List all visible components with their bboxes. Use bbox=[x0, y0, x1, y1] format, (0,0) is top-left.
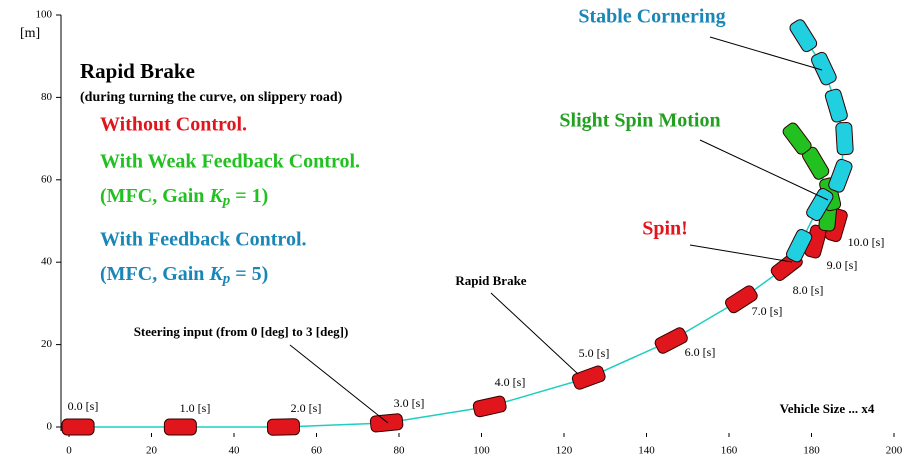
y-label: [m] bbox=[20, 26, 40, 41]
x-tick-label: 140 bbox=[638, 445, 655, 457]
x-tick-label: 60 bbox=[311, 445, 323, 457]
y-tick-label: 100 bbox=[36, 9, 53, 21]
chart-title: Rapid Brake bbox=[80, 59, 195, 83]
car bbox=[810, 51, 838, 87]
y-tick-label: 80 bbox=[41, 91, 53, 103]
y-tick-label: 0 bbox=[47, 421, 53, 433]
annotation: Stable Cornering bbox=[578, 6, 725, 28]
car bbox=[824, 88, 848, 123]
car bbox=[62, 419, 94, 435]
x-tick-label: 40 bbox=[229, 445, 241, 457]
car bbox=[788, 18, 819, 54]
annotation-arrow bbox=[690, 245, 792, 262]
x-tick-label: 180 bbox=[803, 445, 820, 457]
x-tick-label: 100 bbox=[473, 445, 490, 457]
time-label: 5.0 [s] bbox=[579, 346, 610, 360]
time-label: 6.0 [s] bbox=[685, 345, 716, 359]
time-label: 7.0 [s] bbox=[752, 304, 783, 318]
x-tick-label: 20 bbox=[146, 445, 158, 457]
car bbox=[472, 395, 507, 418]
x-tick-label: 200 bbox=[886, 445, 903, 457]
x-tick-label: 120 bbox=[556, 445, 573, 457]
time-label: 10.0 [s] bbox=[848, 235, 885, 249]
annotation: Slight Spin Motion bbox=[559, 110, 720, 132]
car bbox=[370, 413, 403, 432]
y-tick-label: 20 bbox=[41, 338, 53, 350]
car bbox=[267, 419, 299, 436]
time-label: 9.0 [s] bbox=[827, 258, 858, 272]
x-tick-label: 0 bbox=[66, 445, 72, 457]
time-label: 8.0 [s] bbox=[793, 283, 824, 297]
legend-gain: (MFC, Gain Kp = 1) bbox=[100, 185, 268, 210]
gain-suffix: = 5) bbox=[230, 263, 268, 285]
legend-entry: With Weak Feedback Control. bbox=[100, 151, 360, 173]
car bbox=[164, 419, 196, 435]
car bbox=[836, 122, 854, 155]
gain-suffix: = 1) bbox=[230, 185, 268, 207]
legend-entry: With Feedback Control. bbox=[100, 229, 307, 251]
gain-prefix: (MFC, Gain bbox=[100, 185, 209, 207]
annotation: Vehicle Size ... x4 bbox=[780, 401, 875, 416]
x-tick-label: 160 bbox=[721, 445, 738, 457]
gain-sub: p bbox=[221, 193, 231, 209]
car bbox=[827, 158, 853, 194]
y-tick-label: 40 bbox=[41, 256, 53, 268]
annotation-arrow bbox=[491, 293, 578, 374]
chart-subtitle: (during turning the curve, on slippery r… bbox=[80, 90, 343, 105]
chart: [m] Rapid Brake (during turning the curv… bbox=[0, 0, 909, 462]
y-tick-label: 60 bbox=[41, 173, 53, 185]
annotation: Steering input (from 0 [deg] to 3 [deg]) bbox=[134, 324, 349, 339]
time-label: 0.0 [s] bbox=[68, 399, 99, 413]
time-label: 4.0 [s] bbox=[495, 375, 526, 389]
annotation: Rapid Brake bbox=[455, 273, 526, 288]
gain-prefix: (MFC, Gain bbox=[100, 263, 209, 285]
car bbox=[571, 365, 607, 391]
time-label: 2.0 [s] bbox=[291, 401, 322, 415]
time-label: 1.0 [s] bbox=[180, 401, 211, 415]
gain-sub: p bbox=[221, 271, 231, 287]
annotation: Spin! bbox=[642, 218, 688, 240]
x-tick-label: 80 bbox=[394, 445, 406, 457]
time-label: 3.0 [s] bbox=[394, 396, 425, 410]
legend-entry: Without Control. bbox=[100, 114, 247, 136]
legend-gain: (MFC, Gain Kp = 5) bbox=[100, 263, 268, 288]
